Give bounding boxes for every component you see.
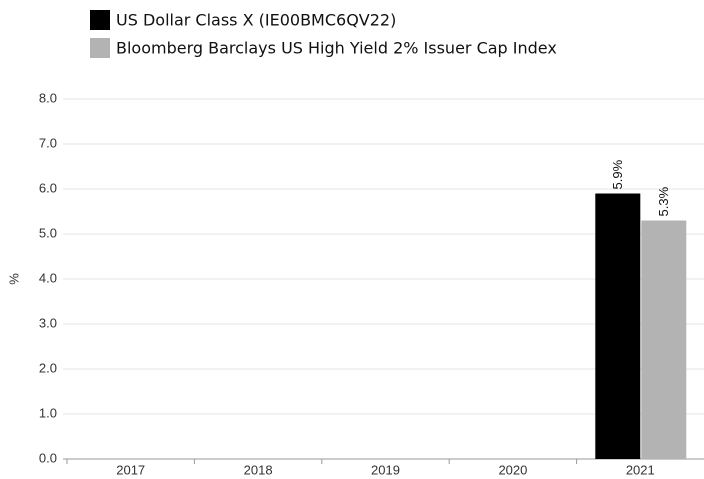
y-axis-label: % [6,273,21,285]
x-tick-label: 2017 [116,462,145,477]
y-tick-label: 4.0 [39,270,57,285]
legend-label: US Dollar Class X (IE00BMC6QV22) [116,11,396,30]
y-tick-label: 6.0 [39,180,57,195]
x-tick-label: 2019 [371,462,400,477]
legend-label: Bloomberg Barclays US High Yield 2% Issu… [116,39,557,58]
y-tick-label: 5.0 [39,225,57,240]
x-tick-label: 2021 [626,462,655,477]
value-label: 5.9% [610,159,625,189]
y-tick-label: 3.0 [39,315,57,330]
x-tick-label: 2018 [244,462,273,477]
y-tick-label: 8.0 [39,90,57,105]
y-tick-label: 1.0 [39,405,57,420]
y-tick-label: 7.0 [39,135,57,150]
legend-swatch [90,10,110,30]
x-tick-label: 2020 [498,462,527,477]
bar [641,220,687,459]
y-tick-label: 0.0 [39,450,57,465]
legend-swatch [90,38,110,58]
bar [595,193,641,459]
value-label: 5.3% [656,186,671,216]
y-tick-label: 2.0 [39,360,57,375]
